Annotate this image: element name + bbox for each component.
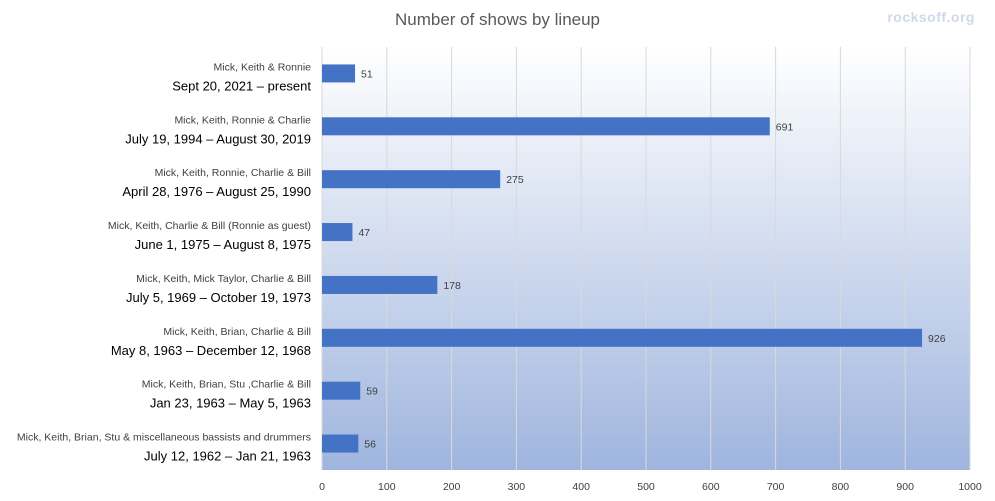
x-tick-label: 200 [443,481,461,493]
data-label: 47 [358,227,370,239]
category-period-label: July 12, 1962 – Jan 21, 1963 [144,449,311,464]
category-lineup-label: Mick, Keith, Brian, Stu ,Charlie & Bill [142,379,311,391]
chart-title: Number of shows by lineup [394,10,601,29]
category-lineup-label: Mick, Keith, Ronnie, Charlie & Bill [155,167,311,179]
data-label: 691 [776,121,794,133]
x-tick-label: 100 [378,481,396,493]
data-label: 275 [506,174,524,186]
category-period-label: May 8, 1963 – December 12, 1968 [111,343,311,358]
x-tick-label: 0 [319,481,325,493]
data-label: 59 [366,386,378,398]
x-tick-label: 300 [508,481,526,493]
bar [322,64,356,83]
category-period-label: April 28, 1976 – August 25, 1990 [122,184,311,199]
category-period-label: Jan 23, 1963 – May 5, 1963 [150,396,311,411]
bar [322,117,770,136]
category-lineup-label: Mick, Keith, Ronnie & Charlie [174,114,311,126]
x-tick-label: 500 [637,481,655,493]
bar [322,275,438,294]
category-lineup-label: Mick, Keith, Mick Taylor, Charlie & Bill [136,273,311,285]
watermark: rocksoff.org [887,9,975,25]
x-tick-label: 400 [572,481,590,493]
category-lineup-label: Mick, Keith, Brian, Charlie & Bill [163,326,311,338]
category-period-label: June 1, 1975 – August 8, 1975 [135,237,311,252]
bar [322,434,359,453]
bar [322,170,501,189]
x-tick-label: 800 [832,481,850,493]
category-lineup-label: Mick, Keith, Charlie & Bill (Ronnie as g… [108,220,311,232]
data-label: 56 [364,439,376,451]
category-period-label: July 19, 1994 – August 30, 2019 [125,131,311,146]
category-lineup-label: Mick, Keith, Brian, Stu & miscellaneous … [17,432,311,444]
category-lineup-label: Mick, Keith & Ronnie [214,61,312,73]
bar [322,328,923,347]
data-label: 178 [443,280,461,292]
data-label: 926 [928,333,946,345]
x-tick-label: 700 [767,481,785,493]
x-tick-label: 900 [896,481,914,493]
bar [322,223,353,242]
category-period-label: July 5, 1969 – October 19, 1973 [126,290,311,305]
data-label: 51 [361,68,373,80]
category-period-label: Sept 20, 2021 – present [172,78,311,93]
x-tick-label: 600 [702,481,720,493]
bar [322,381,361,400]
x-tick-label: 1000 [958,481,982,493]
